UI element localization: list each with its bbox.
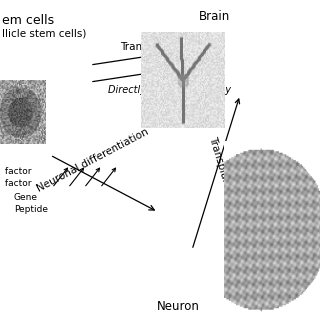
Text: Transplantation: Transplantation xyxy=(207,135,241,215)
Text: Neuron: Neuron xyxy=(156,300,199,313)
Text: factor: factor xyxy=(2,167,31,177)
Text: Peptide: Peptide xyxy=(14,205,48,214)
Text: Transplantation: Transplantation xyxy=(120,42,200,52)
Text: llicle stem cells): llicle stem cells) xyxy=(2,28,86,38)
Text: Neuronal differentiation: Neuronal differentiation xyxy=(35,127,150,194)
Text: em cells: em cells xyxy=(2,14,54,27)
Text: Brain: Brain xyxy=(199,10,231,23)
Text: Gene: Gene xyxy=(14,194,38,203)
Text: Directly or transvenously: Directly or transvenously xyxy=(108,85,231,95)
Text: factor: factor xyxy=(2,180,31,188)
